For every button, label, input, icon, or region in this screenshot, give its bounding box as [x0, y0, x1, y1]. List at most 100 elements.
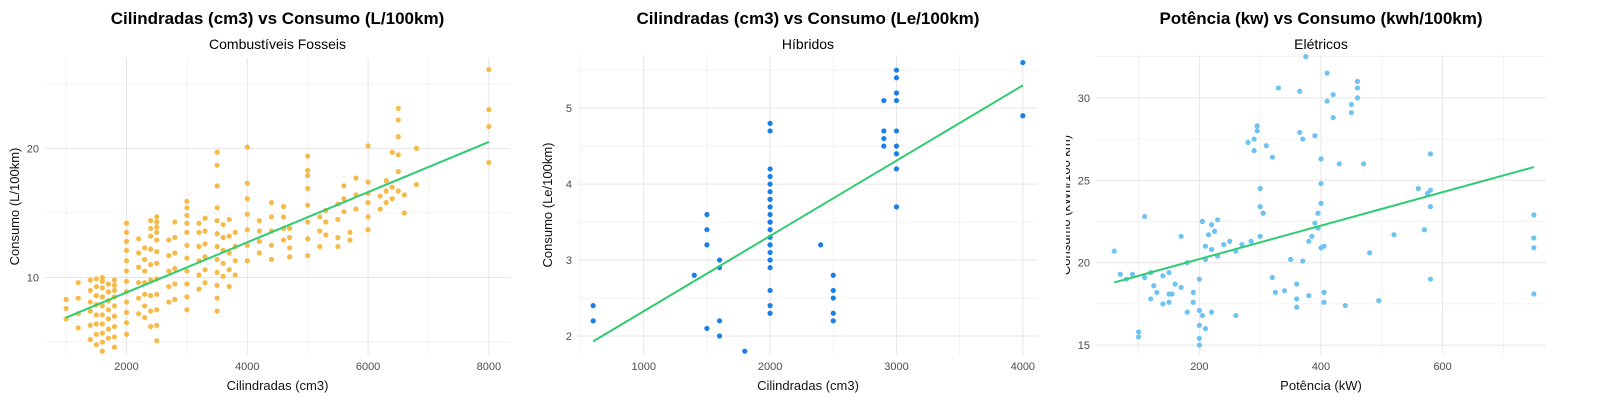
- data-point: [111, 313, 118, 319]
- data-point: [184, 268, 190, 274]
- x-tick-label: 600: [1433, 361, 1451, 373]
- data-point: [1169, 291, 1175, 297]
- data-point: [87, 299, 93, 305]
- data-point: [1196, 307, 1202, 314]
- data-point: [111, 344, 118, 350]
- data-point: [154, 224, 160, 230]
- data-point: [1269, 274, 1275, 281]
- data-point: [1303, 54, 1309, 60]
- data-point: [486, 159, 492, 166]
- chart-title: Cilindradas (cm3) vs Consumo (L/100km): [111, 9, 444, 28]
- data-point: [256, 238, 262, 244]
- data-point: [377, 206, 383, 212]
- data-point: [1142, 213, 1148, 220]
- data-point: [830, 272, 836, 278]
- y-tick-label: 4: [566, 179, 572, 191]
- data-point: [317, 214, 323, 220]
- data-point: [1135, 334, 1142, 340]
- data-point: [590, 318, 596, 324]
- data-point: [830, 310, 836, 316]
- data-point: [99, 339, 105, 345]
- data-point: [365, 227, 371, 233]
- data-point: [123, 278, 130, 284]
- data-point: [1208, 309, 1215, 315]
- data-point: [184, 255, 190, 261]
- data-point: [742, 348, 748, 354]
- data-point: [383, 188, 389, 194]
- data-point: [75, 295, 81, 301]
- data-point: [1111, 248, 1117, 254]
- data-point: [105, 289, 112, 295]
- data-point: [1297, 88, 1303, 94]
- data-point: [1531, 235, 1537, 241]
- x-tick-label: 2000: [758, 361, 782, 373]
- data-point: [1427, 204, 1434, 210]
- data-point: [1330, 91, 1336, 98]
- data-point: [1205, 232, 1212, 238]
- data-point: [1297, 129, 1303, 136]
- data-point: [214, 162, 220, 168]
- data-point: [305, 153, 311, 159]
- data-point: [148, 323, 154, 330]
- data-point: [1531, 212, 1537, 218]
- data-point: [154, 237, 160, 243]
- data-point: [142, 268, 148, 274]
- data-point: [93, 331, 99, 337]
- data-point: [1294, 296, 1300, 302]
- data-point: [87, 336, 93, 343]
- data-point: [87, 287, 93, 294]
- data-point: [767, 204, 773, 210]
- data-point: [1424, 190, 1431, 197]
- data-point: [226, 283, 232, 290]
- data-point: [335, 243, 341, 250]
- data-point: [704, 242, 710, 248]
- data-point: [767, 287, 773, 294]
- data-point: [1531, 245, 1537, 251]
- data-point: [1354, 78, 1361, 84]
- data-point: [214, 243, 220, 250]
- data-point: [1376, 298, 1382, 304]
- data-point: [166, 237, 172, 243]
- data-point: [893, 67, 900, 73]
- data-point: [335, 216, 341, 223]
- data-point: [335, 234, 341, 241]
- data-point: [226, 250, 232, 256]
- data-point: [105, 281, 112, 287]
- points-fossil: [63, 67, 492, 354]
- data-point: [590, 303, 596, 309]
- y-tick-label: 25: [1078, 175, 1090, 187]
- data-point: [893, 204, 900, 210]
- data-point: [1129, 271, 1136, 277]
- data-point: [1306, 293, 1312, 299]
- data-point: [105, 326, 112, 332]
- data-point: [893, 90, 900, 96]
- data-point: [93, 312, 99, 318]
- x-axis-label: Cilindradas (cm3): [227, 378, 329, 393]
- data-point: [1312, 220, 1318, 226]
- data-point: [1251, 148, 1257, 154]
- x-axis-label: Potência (kW): [1280, 378, 1362, 393]
- x-tick-label: 8000: [477, 361, 501, 373]
- data-point: [111, 277, 118, 283]
- data-point: [87, 277, 93, 283]
- data-point: [1294, 281, 1300, 287]
- data-point: [142, 314, 148, 321]
- data-point: [767, 310, 773, 316]
- data-point: [347, 237, 353, 243]
- data-point: [154, 229, 160, 235]
- data-point: [256, 218, 262, 224]
- data-point: [1427, 276, 1434, 282]
- data-point: [172, 296, 178, 303]
- data-point: [486, 67, 492, 73]
- data-point: [136, 295, 142, 301]
- x-tick-label: 3000: [884, 361, 908, 373]
- data-point: [1257, 233, 1263, 239]
- data-point: [196, 229, 202, 235]
- data-point: [172, 281, 178, 287]
- data-point: [148, 262, 154, 268]
- data-point: [893, 97, 900, 104]
- data-point: [244, 258, 250, 264]
- data-point: [99, 285, 105, 291]
- data-point: [184, 307, 190, 313]
- y-axis-label: Consumo (Le/100km): [540, 143, 555, 268]
